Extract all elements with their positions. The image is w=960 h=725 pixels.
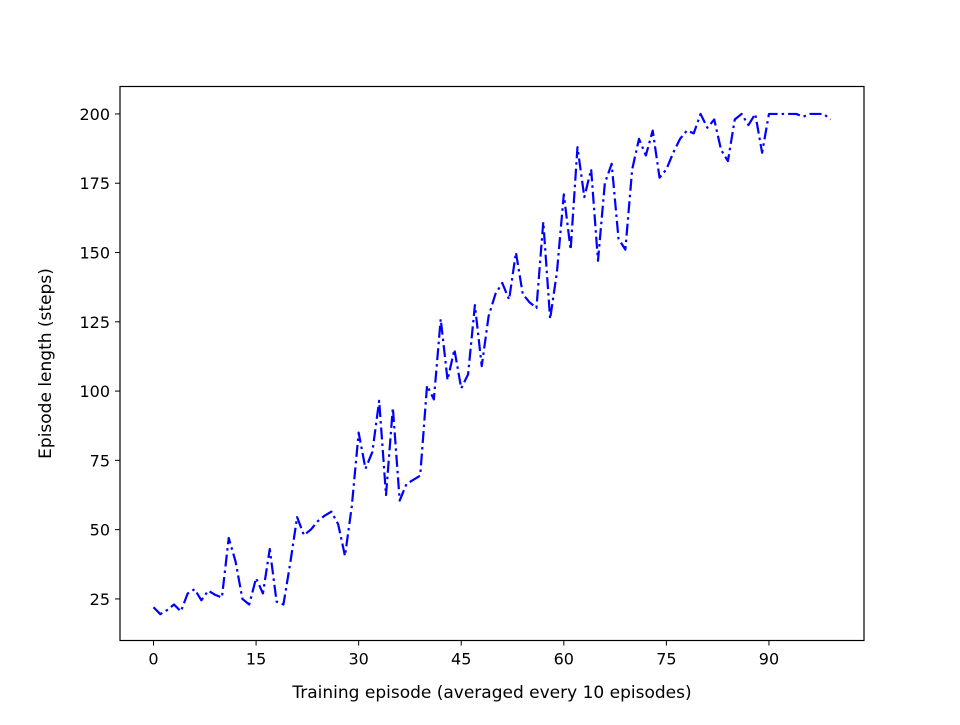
y-tick-label: 200 [79,105,110,124]
y-tick-label: 75 [90,451,110,470]
y-tick-label: 50 [90,521,110,540]
plot-area-frame [119,85,865,642]
y-tick-label: 150 [79,244,110,263]
y-tick-label: 125 [79,313,110,332]
x-tick-label: 0 [148,650,158,669]
y-axis-label: Episode length (steps) [36,268,56,459]
x-axis-ticks: 0 15 30 45 60 75 90 [148,640,779,669]
x-tick-label: 90 [759,650,779,669]
y-axis-ticks: 25 50 75 100 125 150 175 200 [79,105,120,609]
y-tick-label: 100 [79,382,110,401]
x-tick-label: 30 [348,650,368,669]
x-tick-label: 45 [451,650,471,669]
x-tick-label: 75 [656,650,676,669]
x-tick-label: 15 [246,650,266,669]
x-tick-label: 60 [554,650,574,669]
x-axis-label: Training episode (averaged every 10 epis… [291,683,691,703]
series-line [152,112,832,616]
series-lines [152,112,832,616]
y-tick-label: 175 [79,174,110,193]
y-tick-label: 25 [90,590,110,609]
